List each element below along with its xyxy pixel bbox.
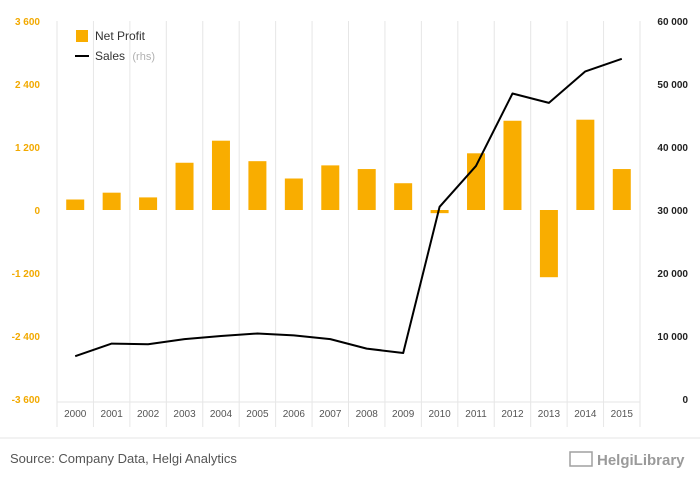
net-profit-bar: [612, 169, 631, 210]
net-profit-bar: [175, 162, 194, 210]
left-tick-label: -2 400: [12, 332, 41, 343]
net-profit-bar: [284, 178, 303, 210]
x-tick-label: 2004: [210, 409, 233, 420]
net-profit-bar: [394, 183, 413, 210]
net-profit-bar: [430, 210, 449, 214]
x-tick-label: 2012: [501, 409, 524, 420]
x-tick-label: 2010: [428, 409, 451, 420]
net-profit-bar: [321, 165, 340, 210]
right-tick-label: 10 000: [657, 332, 688, 343]
legend-swatch-net-profit: [76, 30, 88, 42]
logo-icon: [569, 451, 593, 467]
helgi-library-logo: HelgiLibrary: [569, 451, 685, 469]
net-profit-bar: [503, 120, 522, 210]
net-profit-bars: [66, 119, 631, 278]
legend-sales-name: Sales: [95, 49, 125, 63]
right-tick-label: 0: [682, 395, 688, 406]
x-tick-label: 2011: [465, 409, 487, 420]
grid-lines: [56, 21, 641, 427]
x-tick-label: 2013: [538, 409, 561, 420]
left-tick-label: -1 200: [12, 269, 41, 280]
sales-line-layer: [74, 57, 623, 358]
net-profit-bar: [102, 192, 121, 210]
right-tick-label: 20 000: [657, 269, 688, 280]
logo-text: HelgiLibrary: [597, 452, 685, 469]
net-profit-bar: [139, 197, 158, 210]
left-tick-label: 0: [34, 206, 40, 217]
legend-label-net-profit: Net Profit: [95, 29, 146, 43]
x-tick-label: 2001: [101, 409, 124, 420]
x-axis-ticks: 2000 2001 2002 2003 2004 2005 2006 2007 2008 2009…: [64, 409, 633, 420]
legend-sales-suffix: (rhs): [132, 51, 155, 63]
net-profit-bar: [576, 119, 595, 210]
left-tick-label: 2 400: [15, 80, 40, 91]
right-tick-label: 50 000: [657, 80, 688, 91]
x-tick-label: 2005: [246, 409, 269, 420]
net-profit-bar: [357, 169, 376, 210]
x-tick-label: 2006: [283, 409, 306, 420]
net-profit-bar: [211, 140, 230, 210]
net-profit-bar: [66, 199, 85, 210]
right-tick-label: 60 000: [657, 17, 688, 28]
right-tick-label: 30 000: [657, 206, 688, 217]
right-tick-label: 40 000: [657, 143, 688, 154]
net-profit-bar: [539, 210, 558, 278]
x-tick-label: 2000: [64, 409, 87, 420]
x-tick-label: 2008: [356, 409, 379, 420]
left-tick-label: 3 600: [15, 17, 40, 28]
legend: Net Profit Sales (rhs): [75, 29, 155, 63]
source-text: Source: Company Data, Helgi Analytics: [10, 451, 237, 466]
x-tick-label: 2014: [574, 409, 597, 420]
x-tick-label: 2007: [319, 409, 342, 420]
left-tick-label: 1 200: [15, 143, 40, 154]
sales-line: [74, 57, 623, 358]
right-axis-ticks: 60 000 50 000 40 000 30 000 20 000 10 000 0: [657, 17, 688, 406]
x-tick-label: 2002: [137, 409, 160, 420]
x-tick-label: 2015: [611, 409, 634, 420]
left-axis-ticks: 3 600 2 400 1 200 0 -1 200 -2 400 -3 600: [12, 17, 41, 406]
net-profit-bar: [248, 161, 267, 210]
left-tick-label: -3 600: [12, 395, 41, 406]
legend-label-sales: Sales (rhs): [95, 49, 155, 63]
net-profit-bar: [467, 153, 486, 210]
x-tick-label: 2009: [392, 409, 415, 420]
x-tick-label: 2003: [173, 409, 196, 420]
